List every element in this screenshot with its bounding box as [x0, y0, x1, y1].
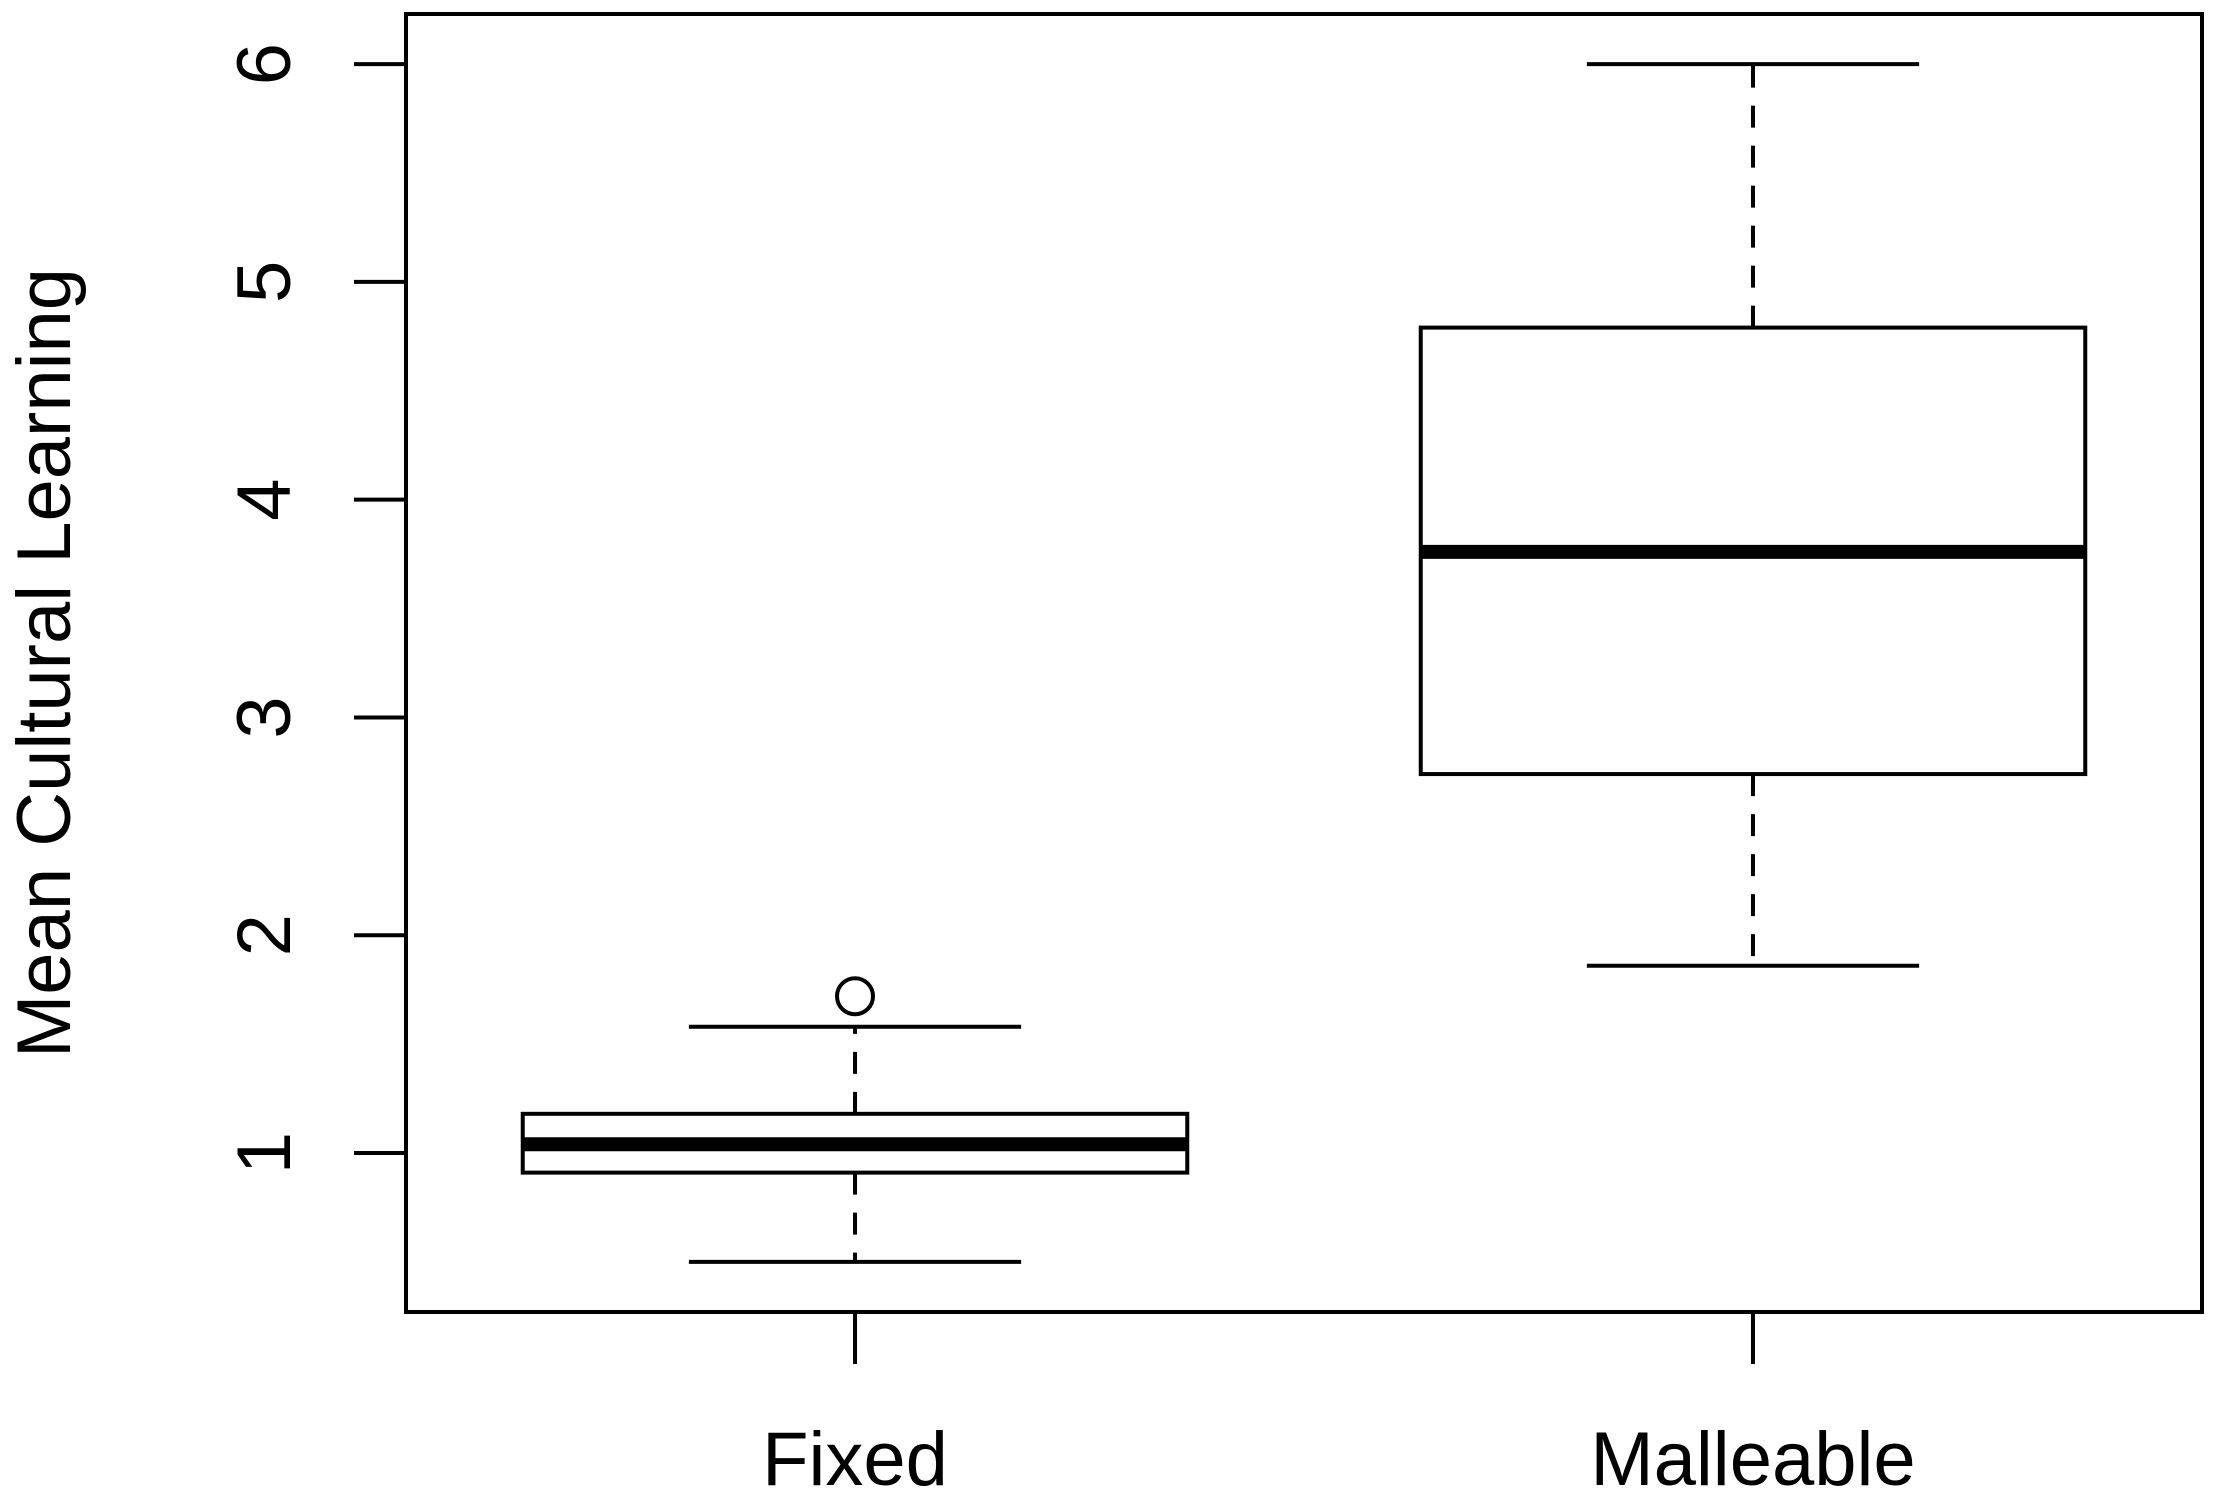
plot-frame: [404, 12, 2204, 1314]
y-tick-label: 6: [222, 43, 307, 85]
x-tick-label: Malleable: [1590, 1417, 1915, 1502]
y-axis-title: Mean Cultural Learning: [2, 268, 87, 1058]
y-tick-label: 3: [222, 696, 307, 738]
outlier: [835, 976, 875, 1017]
y-tick-label: 4: [222, 479, 307, 521]
y-tick-label: 5: [222, 261, 307, 303]
y-tick-label: 2: [222, 914, 307, 956]
y-tick-label: 1: [222, 1132, 307, 1174]
x-tick-label: Fixed: [762, 1417, 948, 1502]
